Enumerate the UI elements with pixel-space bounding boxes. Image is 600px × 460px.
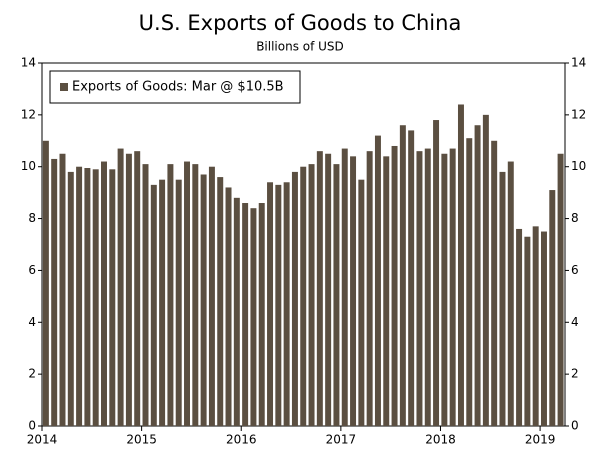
x-tick-label: 2018 xyxy=(425,433,456,447)
bar xyxy=(308,164,315,426)
y2-tick-label: 0 xyxy=(571,419,579,433)
y-tick-label: 6 xyxy=(28,263,36,277)
bar xyxy=(457,104,464,426)
bar xyxy=(291,171,298,426)
chart-title: U.S. Exports of Goods to China xyxy=(139,11,462,35)
bar xyxy=(51,158,58,426)
bar xyxy=(350,156,357,427)
bar xyxy=(300,166,307,426)
bar xyxy=(67,171,74,426)
bar xyxy=(250,208,257,426)
bar xyxy=(449,148,456,427)
bar xyxy=(316,151,323,426)
y-tick-label: 12 xyxy=(21,107,36,121)
bar xyxy=(225,187,232,426)
bar xyxy=(532,226,539,426)
y2-tick-label: 6 xyxy=(571,263,579,277)
y2-tick-label: 14 xyxy=(571,56,586,70)
y2-tick-label: 12 xyxy=(571,107,586,121)
bar xyxy=(76,166,83,426)
y-tick-label: 14 xyxy=(21,56,36,70)
y2-tick-label: 4 xyxy=(571,315,579,329)
bar xyxy=(92,169,99,427)
bar xyxy=(424,148,431,427)
bar xyxy=(474,125,481,426)
bar xyxy=(366,151,373,426)
bar xyxy=(433,120,440,427)
bar xyxy=(408,130,415,426)
bar xyxy=(549,190,556,426)
x-tick-label: 2014 xyxy=(27,433,58,447)
bar xyxy=(159,179,166,426)
bar xyxy=(142,164,149,426)
bar xyxy=(208,166,215,426)
bar xyxy=(325,153,332,426)
bar xyxy=(507,161,514,426)
x-tick-label: 2016 xyxy=(226,433,257,447)
bar xyxy=(491,140,498,427)
bar xyxy=(233,197,240,426)
y-tick-label: 4 xyxy=(28,315,36,329)
bar xyxy=(192,164,199,426)
bar xyxy=(416,151,423,426)
legend-label: Exports of Goods: Mar @ $10.5B xyxy=(72,80,284,95)
bar xyxy=(557,153,564,426)
bar xyxy=(217,177,224,426)
bar xyxy=(399,125,406,426)
y-tick-label: 10 xyxy=(21,159,36,173)
bar xyxy=(134,151,141,426)
bar xyxy=(466,138,473,426)
bar xyxy=(358,179,365,426)
bar xyxy=(150,184,157,426)
chart-subtitle: Billions of USD xyxy=(256,40,344,54)
bar xyxy=(200,174,207,426)
bar xyxy=(283,182,290,426)
x-tick-label: 2015 xyxy=(126,433,157,447)
bar xyxy=(267,182,274,426)
bar xyxy=(275,184,282,426)
bar xyxy=(109,169,116,427)
y2-tick-label: 2 xyxy=(571,367,579,381)
bar xyxy=(59,153,66,426)
bar xyxy=(184,161,191,426)
bar xyxy=(84,168,91,426)
bar xyxy=(482,114,489,426)
x-tick-label: 2019 xyxy=(525,433,556,447)
bar xyxy=(540,231,547,426)
bar xyxy=(175,179,182,426)
x-tick-label: 2017 xyxy=(326,433,357,447)
bar xyxy=(383,156,390,427)
y-tick-label: 8 xyxy=(28,211,36,225)
y2-tick-label: 8 xyxy=(571,211,579,225)
bar xyxy=(258,203,265,426)
bar xyxy=(117,148,124,427)
bar xyxy=(167,164,174,426)
bar xyxy=(516,228,523,426)
bar xyxy=(374,135,381,426)
bar xyxy=(441,153,448,426)
bar xyxy=(524,236,531,426)
bar xyxy=(42,140,49,427)
y-tick-label: 0 xyxy=(28,419,36,433)
bar xyxy=(499,171,506,426)
bar xyxy=(391,145,398,426)
bar xyxy=(125,153,132,426)
bar xyxy=(333,164,340,426)
bar xyxy=(101,161,107,426)
bar xyxy=(242,203,249,426)
legend-frame xyxy=(49,70,301,104)
y-tick-label: 2 xyxy=(28,367,36,381)
bar xyxy=(341,148,348,427)
legend-swatch xyxy=(60,83,68,91)
y2-tick-label: 10 xyxy=(571,159,586,173)
